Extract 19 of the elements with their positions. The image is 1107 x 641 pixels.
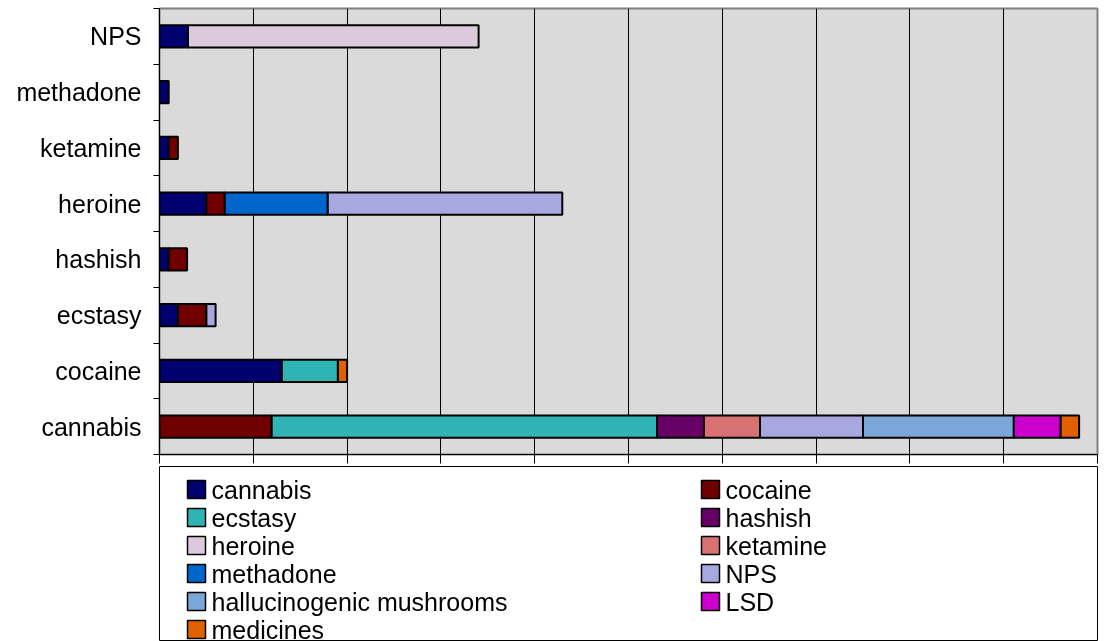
y-tick-label: cocaine (55, 356, 142, 385)
legend-label: cocaine (725, 475, 812, 504)
y-tick-label: cannabis (41, 412, 142, 441)
y-tick-label: hashish (55, 245, 142, 274)
legend-label: LSD (725, 587, 775, 616)
legend-label: hashish (725, 503, 812, 532)
y-tick-label: heroine (58, 189, 142, 218)
legend-label: methadone (211, 559, 337, 588)
legend-label: cannabis (211, 475, 312, 504)
y-tick-label: methadone (16, 78, 142, 107)
y-tick-label: ecstasy (56, 301, 142, 330)
legend-label: heroine (211, 531, 295, 560)
y-tick-label: ketamine (40, 133, 142, 162)
legend-label: ecstasy (211, 503, 297, 532)
legend-label: ketamine (725, 531, 827, 560)
legend-label: NPS (725, 559, 777, 588)
y-tick-label: NPS (90, 22, 142, 51)
legend-label: hallucinogenic mushrooms (211, 587, 508, 616)
legend-label: medicines (211, 615, 325, 641)
